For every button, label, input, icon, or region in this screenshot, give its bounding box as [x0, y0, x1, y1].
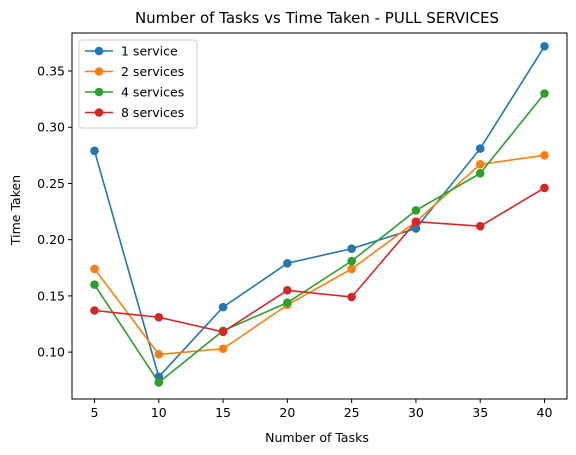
data-point: [347, 257, 356, 266]
legend-swatch-marker: [95, 67, 104, 76]
data-point: [90, 280, 99, 289]
data-point: [347, 265, 356, 274]
legend-swatch-marker: [95, 47, 104, 56]
y-tick-label: 0.35: [37, 64, 65, 79]
y-axis-label: Time Taken: [8, 175, 23, 246]
data-point: [154, 378, 163, 387]
data-point: [154, 350, 163, 359]
series-2-services: [90, 151, 549, 359]
series-line: [95, 188, 545, 332]
y-tick-label: 0.30: [37, 120, 65, 135]
legend-label: 1 service: [121, 44, 178, 59]
data-point: [283, 259, 292, 268]
y-tick-label: 0.10: [37, 345, 65, 360]
data-point: [347, 293, 356, 302]
data-point: [412, 217, 421, 226]
data-point: [412, 206, 421, 215]
legend-swatch-marker: [95, 88, 104, 97]
chart-title: Number of Tasks vs Time Taken - PULL SER…: [135, 9, 499, 27]
y-tick-label: 0.20: [37, 232, 65, 247]
series-line: [95, 93, 545, 382]
x-tick-label: 5: [91, 405, 99, 420]
x-tick-label: 15: [215, 405, 231, 420]
x-tick-label: 40: [537, 405, 553, 420]
data-point: [476, 222, 485, 231]
data-point: [90, 147, 99, 156]
legend-swatch-marker: [95, 108, 104, 117]
data-point: [540, 42, 549, 51]
data-point: [476, 169, 485, 178]
series-8-services: [90, 184, 549, 337]
legend-label: 4 services: [121, 85, 184, 100]
data-point: [154, 313, 163, 322]
y-tick-label: 0.15: [37, 288, 65, 303]
x-tick-label: 30: [408, 405, 424, 420]
x-tick-label: 25: [344, 405, 360, 420]
data-point: [347, 244, 356, 253]
data-point: [219, 303, 228, 312]
series-line: [95, 155, 545, 354]
data-point: [283, 286, 292, 295]
data-point: [219, 328, 228, 337]
data-point: [90, 306, 99, 315]
data-point: [476, 144, 485, 153]
legend: 1 service 2 services 4 services 8 services: [79, 40, 197, 128]
data-point: [540, 151, 549, 160]
legend-label: 2 services: [121, 64, 184, 79]
x-tick-label: 35: [472, 405, 488, 420]
legend-label: 8 services: [121, 105, 184, 120]
data-point: [90, 265, 99, 274]
data-point: [540, 89, 549, 98]
y-tick-label: 0.25: [37, 176, 65, 191]
data-point: [540, 184, 549, 193]
x-axis-label: Number of Tasks: [265, 430, 369, 445]
data-point: [283, 298, 292, 307]
x-tick-label: 20: [279, 405, 295, 420]
series-4-services: [90, 89, 549, 387]
data-point: [219, 344, 228, 353]
data-point: [476, 160, 485, 169]
x-tick-label: 10: [151, 405, 167, 420]
